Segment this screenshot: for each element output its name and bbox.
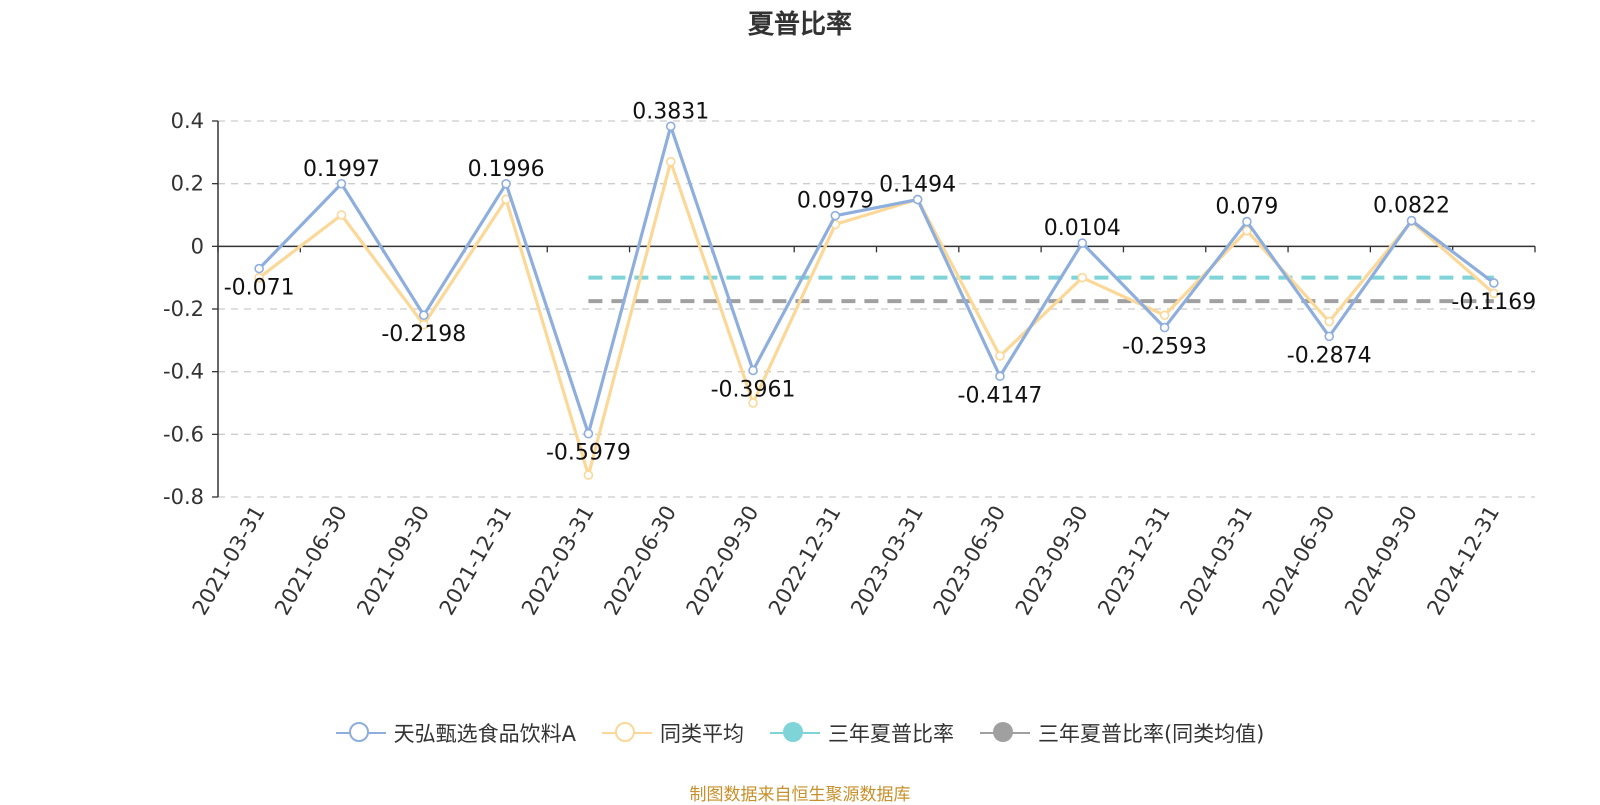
legend-item-sharpe-3y[interactable]: 三年夏普比率	[769, 718, 954, 748]
data-point	[912, 194, 923, 205]
reference-lines	[588, 275, 1494, 304]
legend-sharpe-3y-label: 三年夏普比率	[827, 722, 954, 746]
legend-sharpe-3y-peer-icon	[979, 721, 1030, 745]
data-point	[1242, 216, 1252, 227]
data-label: 0.079	[1215, 195, 1278, 220]
data-point	[830, 210, 841, 221]
data-point	[254, 263, 264, 274]
data-point	[254, 272, 264, 283]
x-tick-label: 2024-06-30	[1258, 502, 1340, 620]
y-tick-label: -0.8	[163, 485, 204, 509]
data-label: 0.0979	[797, 189, 874, 214]
data-label: -0.2593	[1122, 335, 1207, 360]
data-point	[1324, 316, 1335, 327]
data-point	[1077, 272, 1088, 283]
data-point	[583, 428, 594, 439]
data-label: -0.5979	[546, 441, 631, 466]
y-tick-label: -0.6	[163, 422, 204, 446]
data-point	[1489, 278, 1499, 288]
x-tick-label: 2022-12-31	[764, 502, 846, 620]
data-point	[995, 371, 1005, 382]
data-point	[336, 178, 347, 189]
legend-item-sharpe-3y-peer[interactable]: 三年夏普比率(同类均值)	[979, 718, 1265, 748]
legend-item-fund[interactable]: 天弘甄选食品饮料A	[335, 718, 576, 748]
x-tick-label: 2021-03-31	[188, 502, 270, 620]
legend-item-peer-avg[interactable]: 同类平均	[601, 718, 744, 748]
x-tick-label: 2023-06-30	[928, 502, 1010, 620]
x-tick-label: 2022-09-30	[682, 502, 764, 620]
data-label: 0.3831	[632, 99, 709, 124]
legend-fund-icon	[335, 721, 386, 745]
legend-sharpe-3y-peer-label: 三年夏普比率(同类均值)	[1037, 722, 1265, 746]
data-point	[336, 210, 347, 220]
series-line	[258, 160, 1495, 477]
data-point	[583, 470, 594, 480]
data-point	[1406, 215, 1417, 226]
data-point	[748, 365, 758, 376]
x-tick-label: 2023-03-31	[846, 502, 928, 620]
x-tick-label: 2023-12-31	[1093, 502, 1175, 620]
data-point	[1489, 288, 1499, 299]
data-label: -0.3961	[711, 377, 796, 402]
data-label: 0.1997	[303, 157, 380, 182]
grid-lines	[218, 120, 1535, 498]
x-tick-label: 2021-12-31	[435, 502, 517, 620]
data-labels: -0.071 0.1997 -0.2198 0.1996 -0.5979 0.3831 -0…	[224, 99, 1537, 465]
legend: 天弘甄选食品饮料A 同类平均 三年夏普比率 三年夏普比率(同类均值)	[0, 718, 1600, 748]
x-tick-label: 2022-06-30	[599, 502, 681, 620]
x-tick-label: 2022-03-31	[517, 502, 599, 620]
series-line	[258, 124, 1495, 436]
data-point	[665, 121, 676, 132]
y-tick-label: 0.4	[171, 109, 204, 133]
data-point	[1159, 322, 1170, 333]
data-label: 0.1996	[468, 157, 545, 182]
data-point	[665, 156, 676, 167]
data-point	[748, 398, 758, 408]
legend-sharpe-3y-icon	[769, 721, 820, 745]
x-tick-label: 2021-09-30	[352, 502, 434, 620]
data-label: 0.0822	[1373, 194, 1450, 219]
data-point	[1242, 225, 1252, 236]
legend-peer-avg-label: 同类平均	[659, 722, 744, 746]
data-point	[418, 310, 429, 321]
data-label: -0.4147	[958, 383, 1043, 408]
y-tick-label: 0	[191, 234, 204, 258]
y-tick-label: 0.2	[171, 172, 204, 196]
data-label: -0.2198	[381, 322, 466, 347]
data-point	[418, 319, 429, 330]
legend-peer-avg-icon	[601, 721, 652, 745]
y-tick-label: -0.4	[163, 360, 204, 384]
data-label: 0.0104	[1044, 216, 1121, 241]
data-point	[1324, 331, 1335, 342]
data-point	[501, 178, 511, 189]
series-lines	[254, 121, 1499, 480]
data-label: -0.2874	[1287, 343, 1372, 368]
x-tick-label: 2024-03-31	[1175, 502, 1257, 620]
x-tick-label: 2021-06-30	[270, 502, 352, 620]
legend-fund-label: 天弘甄选食品饮料A	[393, 722, 576, 746]
x-tick-label: 2023-09-30	[1011, 502, 1093, 620]
data-label: -0.071	[224, 276, 295, 301]
data-point	[995, 351, 1005, 361]
data-point	[1077, 238, 1088, 248]
y-tick-label: -0.2	[163, 297, 204, 321]
data-point	[1159, 310, 1170, 321]
x-tick-label: 2024-09-30	[1340, 502, 1422, 620]
x-tick-label: 2024-12-31	[1422, 502, 1504, 620]
source-note: 制图数据来自恒生聚源数据库	[689, 785, 911, 805]
data-label: -0.1169	[1451, 290, 1536, 315]
chart-title: 夏普比率	[747, 10, 852, 40]
data-label: 0.1494	[879, 173, 956, 198]
